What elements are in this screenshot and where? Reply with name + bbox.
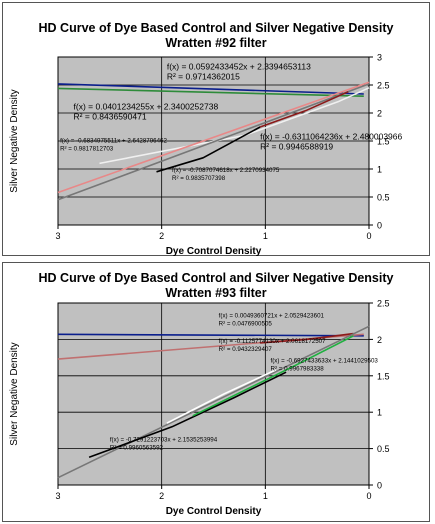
- trendline-equation: f(x) = -0.7087074618x + 2.2270934075: [172, 167, 280, 174]
- y-tick-label: 2: [377, 109, 382, 119]
- x-tick-label: 2: [159, 491, 164, 501]
- x-axis-title: Dye Control Density: [166, 246, 262, 257]
- y-tick-label: 1.5: [377, 371, 390, 381]
- series-line: [57, 81, 370, 194]
- x-tick-label: 3: [55, 491, 60, 501]
- x-axis-title: Dye Control Density: [166, 506, 262, 517]
- trendline-equation: f(x) = -0.6311064236x + 2.480003966: [260, 131, 402, 141]
- trendline-r-squared: R² = 0.9967983338: [271, 366, 325, 373]
- y-axis-title: Silver Negative Density: [9, 89, 20, 192]
- trendline-equation: f(x) = -0.6834975511x + 2.6428796462: [60, 138, 167, 145]
- chart-plot: 0 0.5 1 1.5 2 2.5 3 2 1 0 f(x) = 0.0049360721x + 2…: [9, 299, 390, 518]
- chart-subtitle: Wratten #92 filter: [165, 36, 267, 50]
- trendline-equation: f(x) = 0.0592433452x + 2.3394653113: [167, 61, 311, 71]
- y-tick-label: 1.5: [377, 137, 390, 147]
- series-line: [88, 371, 287, 459]
- x-tick-label: 1: [263, 491, 268, 501]
- y-axis-title: Silver Negative Density: [9, 342, 20, 445]
- series-line: [259, 90, 349, 128]
- y-tick-label: 2.5: [377, 81, 390, 91]
- series-line: [156, 126, 261, 173]
- y-tick-label: 2.5: [377, 299, 390, 309]
- x-tick-label: 0: [366, 231, 371, 241]
- trendline-r-squared: R² = 0.9714362015: [167, 71, 240, 81]
- series-line: [192, 335, 354, 417]
- y-tick-label: 0: [377, 221, 382, 231]
- trendline-r-squared: R² = 0.9946588919: [260, 141, 333, 151]
- x-tick-label: 2: [159, 231, 164, 241]
- y-tick-label: 2: [377, 335, 382, 345]
- trendline-equation: f(x) = 0.0049360721x + 2.0529423601: [219, 313, 325, 320]
- x-tick-label: 1: [263, 231, 268, 241]
- series-line: [57, 87, 364, 97]
- trendline-r-squared: R² = 0.9835707398: [172, 175, 226, 182]
- chart-top: HD Curve of Dye Based Control and Silver…: [2, 2, 430, 258]
- x-tick-label: 3: [55, 231, 60, 241]
- y-tick-label: 0.5: [377, 193, 390, 203]
- series-line: [166, 369, 277, 424]
- trendline-r-squared: R² = 0.9817812703: [60, 146, 114, 153]
- series-line: [57, 83, 370, 201]
- trendline-equation: f(x) = 0.0401234255x + 2.3400252738: [74, 102, 219, 112]
- series-line: [57, 333, 364, 337]
- y-tick-label: 1: [377, 165, 382, 175]
- chart-subtitle: Wratten #93 filter: [165, 286, 267, 300]
- chart-title: HD Curve of Dye Based Control and Silver…: [38, 21, 394, 35]
- plot-area: [57, 302, 370, 486]
- chart-title: HD Curve of Dye Based Control and Silver…: [38, 271, 394, 285]
- series-line: [260, 332, 354, 344]
- y-tick-label: 0.5: [377, 444, 390, 454]
- trendline-r-squared: R² = 0.8436590471: [74, 112, 147, 122]
- trendline-r-squared: R² = 0.0476900505: [219, 321, 273, 328]
- chart-plot: 0 0.5 1 1.5 2 2.5 3 3 2 1 0 f(x) = 0.0592433452x + …: [9, 53, 403, 258]
- y-tick-label: 3: [377, 53, 382, 63]
- trendline-equation: f(x) = -0.1125774130x + 2.0618172507: [219, 338, 326, 345]
- trendline-equation: f(x) = -0.6927433633x + 2.1441029503: [271, 358, 379, 365]
- series-line: [57, 83, 364, 95]
- series-line: [57, 325, 370, 479]
- y-tick-label: 1: [377, 408, 382, 418]
- trendline-r-squared: R² = 0.9432329407: [219, 346, 273, 353]
- chart-bottom: HD Curve of Dye Based Control and Silver…: [2, 262, 430, 522]
- x-tick-label: 0: [366, 491, 371, 501]
- series-line: [99, 87, 370, 165]
- trendline-r-squared: R² = 0.9960563592: [110, 444, 164, 451]
- trendline-equation: f(x) = -0.7291223703x + 2.1535253994: [110, 436, 218, 443]
- y-tick-label: 0: [377, 481, 382, 491]
